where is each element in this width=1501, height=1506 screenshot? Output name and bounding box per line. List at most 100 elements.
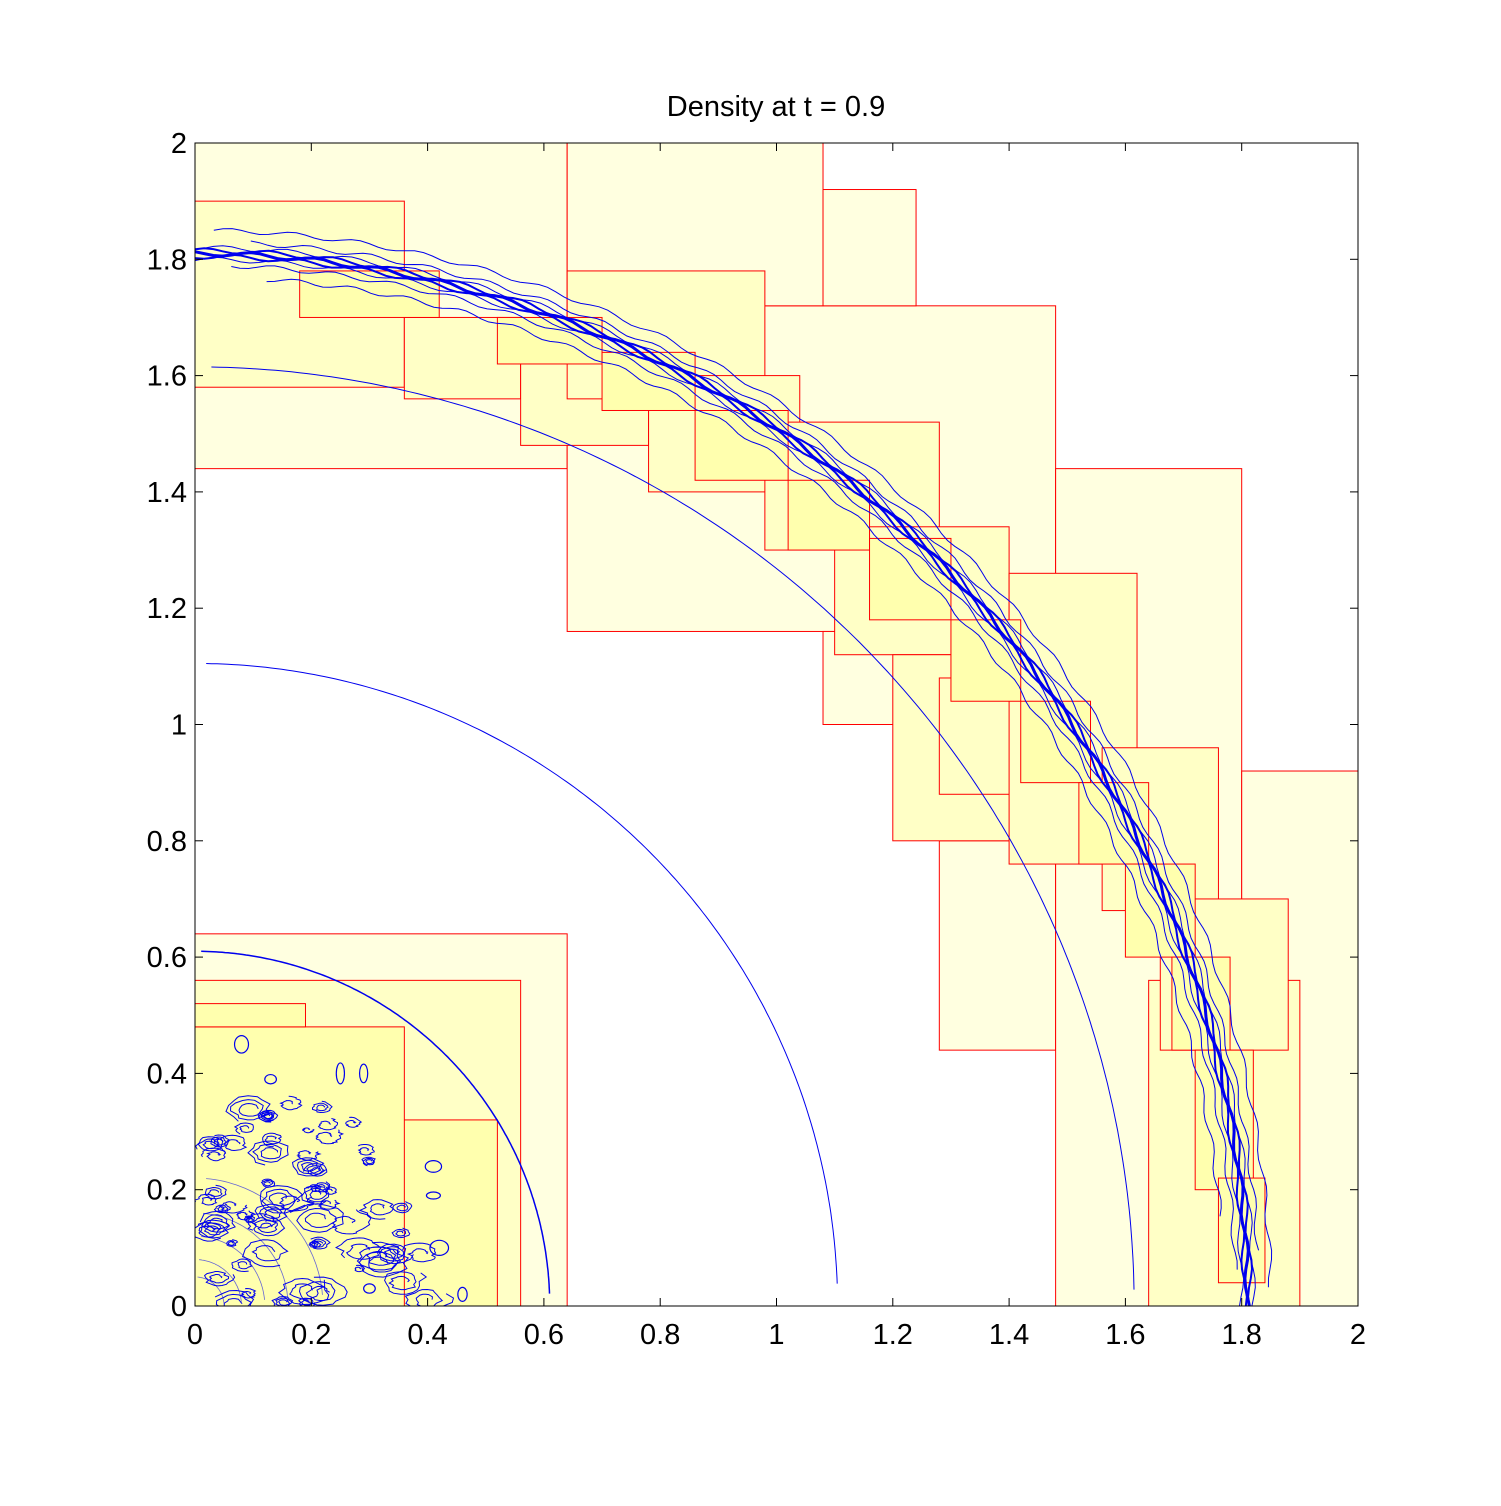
turbulent-swirl-9: [301, 1185, 330, 1205]
x-tick-label: 2: [1350, 1319, 1366, 1351]
turbulent-swirl-4: [277, 1277, 330, 1306]
contour-blob-8: [457, 1286, 468, 1302]
turbulent-swirl-32: [252, 1216, 286, 1237]
refinement-patch-25: [195, 1003, 306, 1028]
turbulent-swirl-13: [354, 1264, 366, 1273]
turbulent-swirl-59: [199, 1210, 236, 1233]
contour-line-7: [195, 245, 1256, 1306]
contour-blob-0: [233, 1035, 250, 1054]
turbulent-swirl-18: [259, 1185, 306, 1214]
turbulent-swirl-33: [404, 1288, 455, 1306]
x-tick-label: 0.8: [640, 1319, 680, 1351]
y-tick-label: 1.2: [147, 593, 187, 625]
x-tick-label: 0.2: [291, 1319, 331, 1351]
contour-line-1: [211, 366, 1135, 1290]
turbulent-swirl-24: [402, 1242, 437, 1263]
turbulent-swirl-45: [312, 1100, 333, 1114]
x-tick-label: 1.4: [989, 1319, 1029, 1351]
inner-ring-4: [206, 1178, 323, 1295]
x-tick-label: 0: [187, 1319, 203, 1351]
turbulent-swirl-48: [254, 1203, 288, 1222]
turbulent-swirl-65: [231, 1258, 253, 1273]
y-tick-label: 1: [171, 710, 187, 742]
refinement-patches: [195, 143, 1358, 1306]
turbulent-swirl-62: [334, 1237, 382, 1260]
turbulent-swirl-15: [345, 1116, 363, 1128]
contour-line-2: [201, 950, 551, 1294]
turbulent-swirl-42: [200, 1147, 226, 1162]
y-tick-label: 1.6: [147, 361, 187, 393]
turbulent-swirl-36: [198, 1219, 230, 1239]
contour-line-0: [206, 663, 838, 1284]
turbulent-swirl-19: [271, 1295, 294, 1306]
y-tick-label: 1.4: [147, 477, 187, 509]
contour-blob-5: [425, 1191, 441, 1200]
contour-blob-7: [363, 1283, 376, 1294]
y-tick-label: 0.6: [147, 942, 187, 974]
inner-ring-2: [201, 1236, 265, 1300]
turbulent-swirl-1: [392, 1201, 413, 1214]
y-tick-label: 2: [171, 128, 187, 160]
refinement-patch-5: [938, 840, 1057, 1051]
y-tick-label: 1.8: [147, 244, 187, 276]
y-tick-label: 0: [171, 1291, 187, 1323]
contour-blob-6: [429, 1239, 450, 1257]
turbulent-swirl-7: [260, 1178, 276, 1188]
turbulent-swirl-61: [289, 1203, 344, 1233]
turbulent-swirl-51: [278, 1195, 315, 1212]
turbulent-swirl-38: [356, 1241, 402, 1271]
turbulent-swirl-17: [317, 1199, 341, 1210]
turbulent-swirl-11: [331, 1209, 372, 1235]
y-axis-ticks: 0 0.2 0.4 0.6 0.8 1 1.2 1.4 1.6 1.8 2: [147, 128, 1358, 1323]
turbulent-swirl-52: [315, 1129, 345, 1145]
turbulent-swirl-58: [247, 1140, 289, 1166]
inner-ring-3: [203, 1212, 289, 1298]
x-tick-label: 1.8: [1222, 1319, 1262, 1351]
turbulent-swirl-27: [226, 1239, 239, 1247]
contour-line-8: [231, 265, 1238, 1270]
inner-ring-1: [199, 1259, 242, 1302]
turbulent-swirl-3: [218, 1201, 248, 1214]
turbulent-swirl-68: [225, 1095, 271, 1122]
turbulent-swirl-69: [303, 1163, 328, 1177]
turbulent-swirl-67: [279, 1095, 303, 1111]
turbulent-swirl-30: [241, 1239, 289, 1268]
turbulent-swirl-49: [298, 1276, 348, 1306]
turbulent-swirl-37: [235, 1210, 256, 1221]
turbulent-swirl-2: [195, 1221, 222, 1242]
contour-blob-4: [424, 1160, 443, 1173]
contour-line-10: [213, 228, 1273, 1288]
x-tick-label: 1.6: [1105, 1319, 1145, 1351]
inner-ring-0: [197, 1276, 225, 1304]
turbulent-swirl-39: [214, 1289, 255, 1306]
contour-line-6: [195, 247, 1254, 1306]
refinement-patch-28: [601, 351, 696, 411]
y-tick-label: 0.4: [147, 1058, 187, 1090]
y-tick-label: 0.8: [147, 826, 187, 858]
refinement-patch-32: [950, 619, 1022, 702]
contour-blob-3: [358, 1063, 369, 1084]
turbulent-swirl-57: [308, 1236, 331, 1250]
x-axis-ticks: 0 0.2 0.4 0.6 0.8 1 1.2 1.4 1.6 1.8 2: [187, 143, 1366, 1351]
turbulent-swirl-64: [258, 1109, 279, 1123]
x-tick-label: 1.2: [873, 1319, 913, 1351]
chart-title: Density at t = 0.9: [667, 91, 885, 123]
refinement-patch-3: [822, 189, 917, 307]
turbulent-swirl-63: [391, 1227, 411, 1239]
turbulent-swirl-14: [210, 1134, 231, 1148]
turbulent-swirl-50: [291, 1157, 327, 1177]
turbulent-swirl-55: [384, 1271, 428, 1295]
density-contours: [195, 228, 1273, 1306]
turbulent-swirl-29: [308, 1240, 322, 1249]
contour-blob-1: [264, 1073, 278, 1085]
y-tick-label: 0.2: [147, 1175, 187, 1207]
turbulent-swirl-47: [325, 1186, 338, 1195]
turbulent-swirl-56: [302, 1127, 315, 1134]
turbulent-swirl-16: [361, 1156, 376, 1167]
turbulent-swirl-41: [195, 1193, 218, 1206]
contour-line-9: [250, 240, 1260, 1251]
refinement-patch-29: [694, 409, 789, 481]
turbulent-swirl-53: [233, 1122, 254, 1135]
